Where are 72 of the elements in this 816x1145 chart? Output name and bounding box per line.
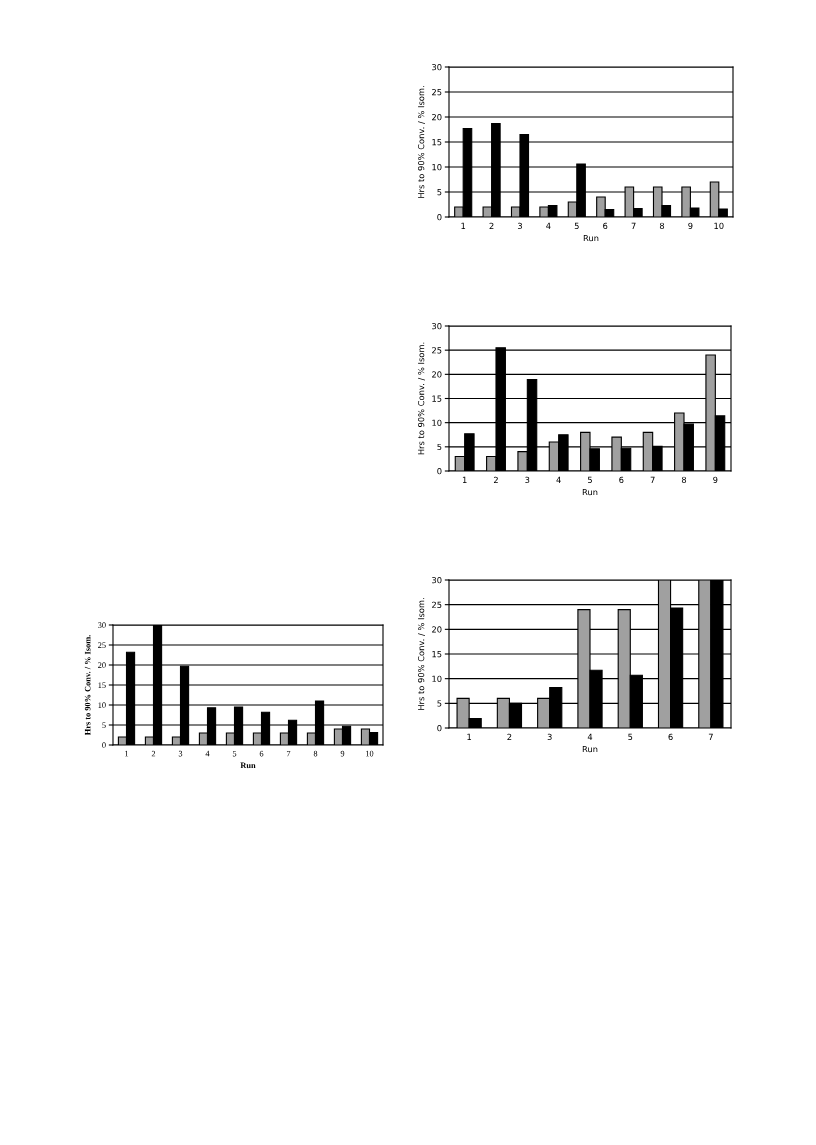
y-axis-title: Hrs to 90% Conv. / % Isom. (417, 86, 425, 198)
x-axis-title: Run (240, 762, 256, 769)
x-tick-label: 4 (546, 222, 551, 229)
x-axis-title: Run (582, 746, 598, 753)
x-tick-label: 4 (587, 733, 593, 740)
x-tick-label: 6 (668, 733, 673, 741)
y-axis-title: Hrs to 90% Conv. / % Isom. (417, 598, 425, 710)
y-tick-label: 5 (437, 443, 442, 451)
x-tick-label: 10 (714, 222, 724, 230)
y-tick-label: 15 (98, 682, 106, 688)
x-tick-label: 7 (631, 222, 636, 229)
y-tick-label: 10 (432, 419, 442, 426)
y-tick-label: 0 (437, 213, 442, 221)
x-tick-label: 6 (259, 750, 264, 757)
x-tick-label: 2 (507, 733, 512, 740)
y-axis-title: Hrs to 90% Conv. / % Isom. (84, 635, 91, 736)
y-axis-title: Hrs to 90% Conv. / % Isom. (417, 342, 425, 455)
x-tick-label: 7 (708, 733, 713, 740)
y-tick-label: 5 (102, 722, 106, 728)
y-tick-label: 0 (102, 742, 106, 748)
x-tick-label: 3 (517, 222, 522, 230)
y-tick-label: 10 (98, 702, 106, 708)
x-tick-label: 3 (525, 476, 530, 484)
x-tick-label: 6 (619, 476, 624, 484)
x-tick-label: 4 (205, 750, 210, 757)
x-tick-label: 8 (681, 476, 687, 484)
x-tick-label: 2 (493, 476, 498, 483)
y-tick-label: 30 (432, 63, 442, 71)
y-tick-label: 25 (432, 88, 442, 96)
y-tick-label: 15 (432, 395, 442, 402)
x-tick-label: 6 (603, 222, 608, 230)
y-tick-label: 0 (437, 724, 442, 732)
x-tick-label: 8 (313, 750, 318, 757)
y-tick-label: 25 (98, 642, 106, 648)
y-tick-label: 10 (432, 675, 442, 682)
x-tick-label: 9 (688, 222, 693, 230)
x-tick-label: 5 (574, 222, 579, 230)
y-tick-label: 0 (437, 467, 442, 475)
y-tick-label: 25 (432, 347, 442, 354)
y-tick-label: 20 (98, 662, 106, 668)
x-tick-label: 7 (286, 750, 291, 757)
x-tick-label: 3 (547, 733, 552, 741)
y-tick-label: 15 (432, 139, 442, 146)
x-tick-label: 9 (713, 476, 718, 484)
x-tick-label: 3 (178, 750, 183, 757)
x-tick-label: 10 (366, 750, 374, 757)
x-tick-label: 8 (659, 222, 665, 230)
x-axis-title: Run (582, 489, 598, 496)
y-tick-label: 15 (432, 651, 442, 658)
y-tick-label: 5 (437, 189, 442, 196)
y-tick-label: 30 (432, 576, 442, 584)
y-tick-label: 20 (432, 371, 442, 378)
y-tick-label: 25 (432, 601, 442, 608)
y-tick-label: 20 (432, 113, 442, 121)
x-tick-label: 2 (151, 750, 156, 757)
y-tick-label: 20 (432, 626, 442, 633)
x-tick-label: 1 (125, 750, 129, 757)
y-tick-label: 5 (437, 700, 442, 707)
x-tick-label: 5 (232, 750, 237, 757)
y-tick-label: 30 (432, 322, 442, 330)
x-tick-label: 5 (628, 733, 633, 741)
x-tick-label: 2 (489, 222, 494, 229)
x-tick-label: 9 (340, 750, 345, 757)
x-tick-label: 5 (587, 476, 592, 484)
x-tick-label: 1 (467, 733, 472, 740)
x-tick-label: 4 (556, 476, 561, 483)
y-tick-label: 10 (432, 163, 442, 171)
x-tick-label: 7 (650, 476, 655, 483)
x-tick-label: 1 (461, 222, 466, 229)
y-tick-label: 30 (98, 622, 106, 628)
x-tick-label: 1 (462, 476, 467, 483)
x-axis-title: Run (583, 235, 599, 242)
